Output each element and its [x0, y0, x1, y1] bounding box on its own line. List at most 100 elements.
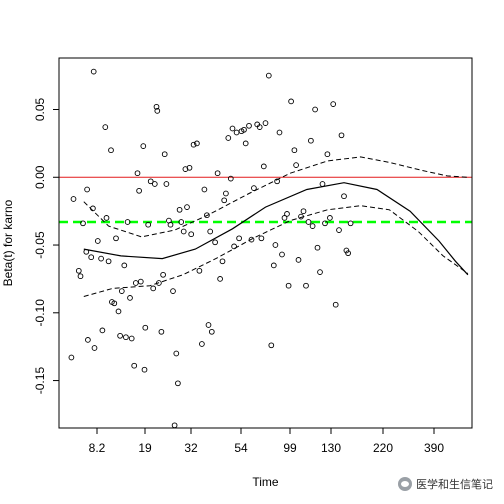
data-point [70, 196, 77, 202]
y-axis-label: Beta(t) for karno [1, 199, 15, 286]
data-point [163, 181, 170, 187]
data-point [319, 181, 326, 187]
data-point [94, 238, 101, 244]
data-point [268, 342, 275, 349]
data-point [178, 219, 185, 225]
data-point [103, 215, 110, 221]
data-point [279, 251, 285, 258]
x-tick-label: 8.2 [89, 441, 106, 455]
data-point [204, 212, 210, 219]
data-point [161, 151, 168, 158]
data-point [248, 236, 255, 243]
data-point [145, 221, 152, 228]
data-point [205, 322, 212, 328]
data-point [274, 178, 280, 185]
data-point [83, 248, 90, 255]
data-point [338, 132, 345, 139]
data-point [99, 327, 106, 334]
data-point [332, 301, 339, 308]
data-point [260, 163, 267, 170]
data-point [85, 337, 91, 343]
data-point [188, 231, 195, 238]
x-tick-label: 99 [283, 441, 297, 455]
data-point [84, 186, 90, 193]
data-point [214, 170, 221, 177]
data-point [308, 137, 314, 144]
data-point [225, 135, 232, 141]
data-point [324, 151, 331, 158]
data-point [88, 254, 95, 261]
y-tick-label: -0.10 [33, 299, 47, 327]
data-point [262, 120, 269, 126]
data-point [336, 227, 342, 233]
data-point [117, 332, 123, 339]
data-point [229, 125, 236, 132]
wechat-icon [398, 477, 412, 491]
smooth-curve [83, 182, 469, 276]
data-point [137, 278, 144, 285]
data-point [194, 140, 200, 147]
reference-lines [59, 176, 472, 224]
data-point [111, 300, 118, 307]
data-point [295, 257, 302, 263]
data-point [170, 288, 176, 294]
data-point [113, 235, 119, 242]
data-point [341, 193, 347, 200]
data-point [151, 181, 158, 187]
data-point [141, 366, 148, 373]
data-point [123, 334, 129, 341]
data-point [156, 280, 162, 286]
data-point [256, 124, 263, 130]
data-point [246, 122, 252, 129]
data-point [303, 282, 309, 289]
data-point [208, 328, 215, 335]
data-point [231, 243, 237, 250]
data-point [312, 106, 318, 113]
data-point [305, 219, 312, 225]
data-point [272, 242, 279, 248]
data-point [212, 239, 218, 246]
data-point [236, 235, 242, 242]
data-point [265, 72, 272, 79]
data-point [176, 206, 183, 213]
y-tick-label: -0.05 [33, 231, 47, 259]
data-point [124, 219, 131, 225]
data-point [91, 345, 98, 351]
data-point [77, 273, 84, 280]
data-point [118, 288, 125, 294]
data-point [242, 140, 249, 147]
data-point [154, 108, 161, 114]
x-tick-label: 32 [184, 441, 198, 455]
data-point [142, 324, 149, 331]
data-point [251, 185, 257, 191]
data-point [276, 129, 283, 136]
data-point [330, 101, 337, 107]
data-point [98, 255, 104, 262]
data-point [175, 380, 181, 387]
data-point [121, 262, 128, 269]
data-point [153, 103, 160, 110]
data-point [90, 205, 96, 212]
data-point [199, 341, 205, 347]
data-point [108, 147, 114, 154]
data-point [281, 215, 288, 221]
x-tick-label: 19 [138, 441, 152, 455]
y-tick-label: -0.15 [33, 367, 47, 395]
data-point [102, 124, 109, 130]
x-tick-label: 390 [424, 441, 444, 455]
data-point [219, 258, 226, 265]
data-point [180, 228, 187, 235]
data-point [221, 197, 228, 204]
data-point [68, 354, 75, 361]
data-point [196, 267, 203, 274]
y-tick-label: 0.00 [33, 165, 47, 189]
data-point [347, 220, 354, 227]
x-tick-label: 220 [373, 441, 393, 455]
x-axis-label: Time [252, 475, 279, 489]
data-point [241, 126, 247, 133]
data-point [223, 190, 229, 197]
data-point [227, 175, 234, 182]
data-point [186, 164, 193, 171]
data-point [115, 308, 122, 315]
